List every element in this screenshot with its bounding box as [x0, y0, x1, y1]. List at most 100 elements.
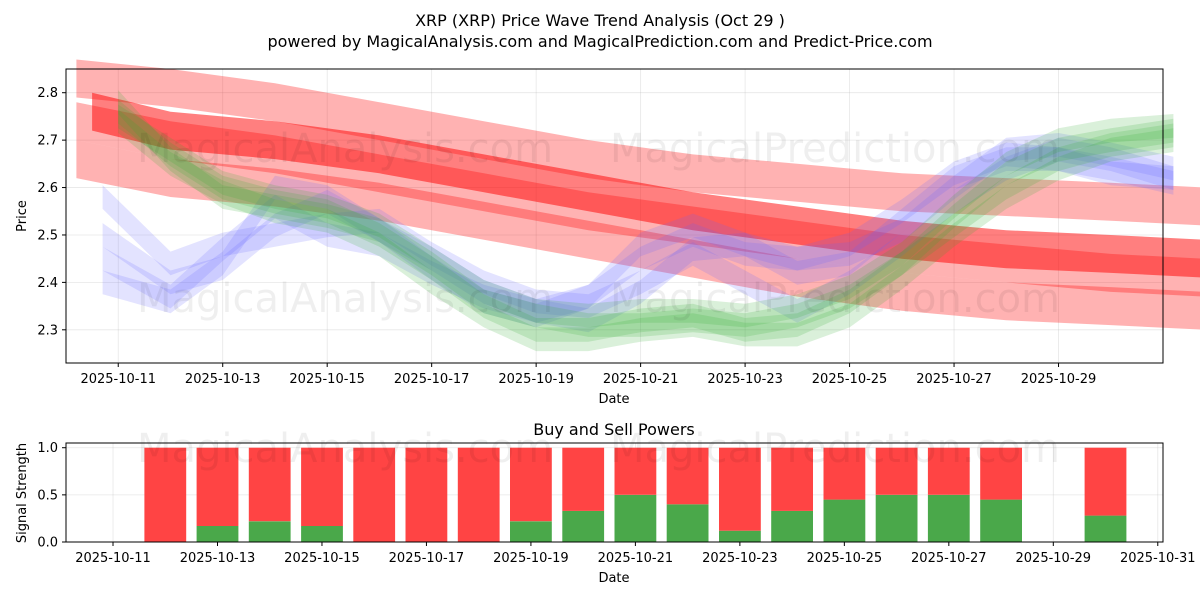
signal-x-tick-label: 2025-10-31 [1120, 551, 1196, 566]
price-y-tick-label: 2.5 [37, 228, 58, 243]
price-y-axis-label: Price [15, 200, 30, 232]
signal-watermarks: MagicalAnalysis.com MagicalPrediction.co… [137, 426, 1060, 472]
sell-bar [666, 447, 709, 505]
price-y-ticks: 2.3 2.4 2.5 2.6 2.7 2.8 [37, 86, 66, 338]
price-x-ticks: 2025-10-11 2025-10-13 2025-10-15 2025-10-17… [80, 363, 1096, 387]
series-band-red-trend-lower [76, 140, 1200, 330]
sell-bar [823, 447, 866, 500]
price-x-tick-label: 2025-10-29 [1021, 372, 1097, 387]
sell-bar [875, 447, 918, 495]
buy-bar [666, 504, 709, 542]
watermark-text: MagicalPrediction.com [610, 126, 1060, 172]
price-x-tick-label: 2025-10-13 [185, 372, 261, 387]
price-y-tick-label: 2.7 [37, 134, 58, 149]
signal-bars [144, 447, 1127, 542]
buy-bar [510, 521, 552, 542]
series-band-red-trend-mid [76, 102, 1200, 297]
series-band-green-wave-1 [118, 90, 1174, 337]
signal-x-tick-label: 2025-10-19 [493, 551, 569, 566]
price-x-tick-label: 2025-10-23 [707, 372, 783, 387]
buy-bar [196, 526, 239, 542]
signal-x-tick-label: 2025-10-25 [807, 551, 883, 566]
signal-x-tick-label: 2025-10-27 [911, 551, 987, 566]
price-x-tick-label: 2025-10-25 [812, 372, 888, 387]
signal-plot-frame [65, 442, 1164, 543]
signal-y-ticks: 0.0 0.5 1.0 [37, 441, 66, 551]
signal-x-tick-label: 2025-10-21 [598, 551, 674, 566]
price-y-tick-label: 2.3 [37, 323, 58, 338]
signal-y-tick-label: 0.5 [37, 488, 58, 503]
signal-x-tick-label: 2025-10-17 [389, 551, 465, 566]
buy-bar [927, 494, 970, 542]
price-watermarks: MagicalAnalysis.com MagicalPrediction.co… [137, 126, 1060, 322]
buy-bar [562, 510, 605, 542]
sell-bar [196, 447, 239, 526]
price-x-tick-label: 2025-10-21 [603, 372, 679, 387]
buy-bar [771, 510, 813, 542]
price-x-tick-label: 2025-10-15 [289, 372, 365, 387]
buy-bar [614, 494, 657, 542]
sell-bar [719, 447, 761, 531]
chart-title: XRP (XRP) Price Wave Trend Analysis (Oct… [415, 11, 785, 30]
signal-x-ticks: 2025-10-11 2025-10-13 2025-10-15 2025-10-17… [75, 542, 1196, 566]
buy-bar [1084, 515, 1127, 542]
series-band-blue-wave-3 [102, 137, 1174, 323]
buy-bar [875, 494, 918, 542]
series-band-blue-wave-1 [102, 147, 1174, 328]
signal-chart: Buy and Sell Powers MagicalAnalysis.com … [15, 420, 1196, 586]
buy-bar [980, 499, 1022, 542]
sell-bar [457, 447, 500, 542]
buy-bar [248, 521, 291, 542]
price-plot-frame [65, 68, 1164, 364]
price-x-tick-label: 2025-10-27 [916, 372, 992, 387]
series-band-red-trend-main [92, 92, 1200, 278]
chart-subtitle: powered by MagicalAnalysis.com and Magic… [267, 32, 932, 51]
price-chart: MagicalAnalysis.com MagicalPrediction.co… [15, 59, 1200, 407]
sell-bar [980, 447, 1022, 500]
watermark-text: MagicalAnalysis.com [137, 276, 553, 322]
watermark-text: MagicalAnalysis.com [137, 126, 553, 172]
watermark-text: MagicalAnalysis.com [137, 426, 553, 472]
signal-x-axis-label: Date [598, 571, 629, 586]
signal-x-tick-label: 2025-10-13 [180, 551, 256, 566]
sell-bar [771, 447, 813, 511]
series-band-green-wave-4 [118, 99, 1174, 342]
sell-bar [614, 447, 657, 495]
watermark-text: MagicalPrediction.com [610, 276, 1060, 322]
signal-x-tick-label: 2025-10-15 [284, 551, 360, 566]
series-band-red-trend-upper [76, 59, 1200, 226]
sell-bar [301, 447, 343, 526]
series-band-green-wave-3 [118, 104, 1174, 328]
sell-bar [353, 447, 396, 542]
signal-chart-title: Buy and Sell Powers [533, 420, 695, 439]
signal-x-tick-label: 2025-10-23 [702, 551, 778, 566]
signal-x-tick-label: 2025-10-29 [1016, 551, 1092, 566]
sell-bar [248, 447, 291, 522]
signal-x-tick-label: 2025-10-11 [75, 551, 151, 566]
buy-bar [719, 530, 761, 542]
price-y-tick-label: 2.8 [37, 86, 58, 101]
price-y-tick-label: 2.6 [37, 181, 58, 196]
watermark-text: MagicalPrediction.com [610, 426, 1060, 472]
signal-y-axis-label: Signal Strength [15, 443, 30, 543]
sell-bar [510, 447, 552, 522]
series-band-green-wave-2 [118, 109, 1174, 352]
price-series [76, 59, 1200, 352]
series-band-blue-wave-4 [102, 142, 1174, 323]
price-x-axis-label: Date [598, 392, 629, 407]
sell-bar [562, 447, 605, 511]
sell-bar [405, 447, 448, 542]
sell-bar [1084, 447, 1127, 516]
signal-y-tick-label: 0.0 [37, 536, 58, 551]
sell-bar [927, 447, 970, 495]
buy-bar [301, 526, 343, 542]
buy-bar [823, 499, 866, 542]
price-x-tick-label: 2025-10-17 [394, 372, 470, 387]
price-y-tick-label: 2.4 [37, 276, 58, 291]
sell-bar [144, 447, 187, 542]
price-x-tick-label: 2025-10-11 [80, 372, 156, 387]
signal-y-tick-label: 1.0 [37, 441, 58, 456]
series-band-blue-wave-2 [102, 133, 1174, 333]
price-x-tick-label: 2025-10-19 [498, 372, 574, 387]
